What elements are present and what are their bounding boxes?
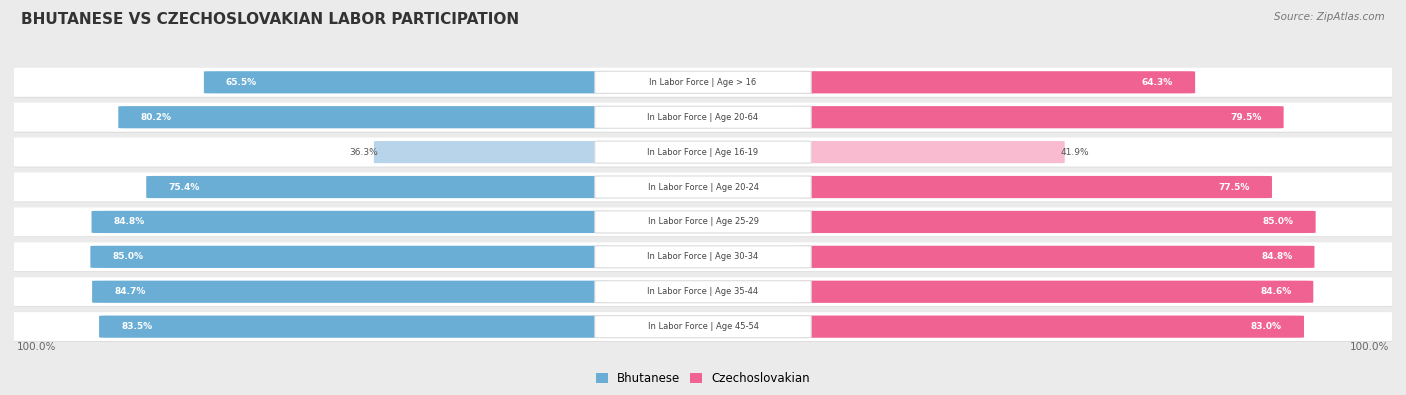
FancyBboxPatch shape — [8, 103, 1403, 132]
Text: In Labor Force | Age > 16: In Labor Force | Age > 16 — [650, 78, 756, 87]
FancyBboxPatch shape — [799, 106, 1284, 128]
FancyBboxPatch shape — [6, 137, 1400, 167]
Text: 64.3%: 64.3% — [1142, 78, 1173, 87]
Text: 85.0%: 85.0% — [1263, 217, 1294, 226]
FancyBboxPatch shape — [6, 103, 1400, 132]
Text: 41.9%: 41.9% — [1060, 148, 1090, 157]
Text: 80.2%: 80.2% — [141, 113, 172, 122]
FancyBboxPatch shape — [6, 68, 1400, 97]
FancyBboxPatch shape — [799, 246, 1315, 268]
FancyBboxPatch shape — [98, 316, 607, 338]
FancyBboxPatch shape — [595, 246, 811, 268]
FancyBboxPatch shape — [6, 242, 1400, 271]
Text: 85.0%: 85.0% — [112, 252, 143, 261]
FancyBboxPatch shape — [595, 176, 811, 198]
Text: Source: ZipAtlas.com: Source: ZipAtlas.com — [1274, 12, 1385, 22]
Text: 79.5%: 79.5% — [1230, 113, 1261, 122]
FancyBboxPatch shape — [93, 281, 607, 303]
Text: 100.0%: 100.0% — [1350, 342, 1389, 352]
FancyBboxPatch shape — [8, 208, 1403, 237]
FancyBboxPatch shape — [204, 71, 607, 93]
FancyBboxPatch shape — [799, 141, 1064, 163]
FancyBboxPatch shape — [8, 138, 1403, 167]
Text: 84.8%: 84.8% — [114, 217, 145, 226]
FancyBboxPatch shape — [8, 243, 1403, 272]
Text: In Labor Force | Age 25-29: In Labor Force | Age 25-29 — [648, 217, 758, 226]
FancyBboxPatch shape — [6, 277, 1400, 307]
Legend: Bhutanese, Czechoslovakian: Bhutanese, Czechoslovakian — [592, 367, 814, 390]
FancyBboxPatch shape — [374, 141, 607, 163]
Text: 75.4%: 75.4% — [169, 182, 200, 192]
FancyBboxPatch shape — [595, 211, 811, 233]
FancyBboxPatch shape — [6, 312, 1400, 341]
FancyBboxPatch shape — [90, 246, 607, 268]
FancyBboxPatch shape — [799, 316, 1303, 338]
FancyBboxPatch shape — [118, 106, 607, 128]
FancyBboxPatch shape — [799, 176, 1272, 198]
FancyBboxPatch shape — [799, 71, 1195, 93]
Text: 84.7%: 84.7% — [114, 287, 146, 296]
Text: In Labor Force | Age 20-24: In Labor Force | Age 20-24 — [648, 182, 758, 192]
Text: 65.5%: 65.5% — [226, 78, 257, 87]
FancyBboxPatch shape — [799, 281, 1313, 303]
FancyBboxPatch shape — [8, 312, 1403, 342]
FancyBboxPatch shape — [8, 278, 1403, 307]
Text: In Labor Force | Age 45-54: In Labor Force | Age 45-54 — [648, 322, 758, 331]
FancyBboxPatch shape — [595, 141, 811, 163]
FancyBboxPatch shape — [8, 68, 1403, 98]
FancyBboxPatch shape — [146, 176, 607, 198]
Text: In Labor Force | Age 20-64: In Labor Force | Age 20-64 — [647, 113, 759, 122]
FancyBboxPatch shape — [91, 211, 607, 233]
Text: 83.0%: 83.0% — [1251, 322, 1282, 331]
Text: 84.6%: 84.6% — [1260, 287, 1291, 296]
Text: In Labor Force | Age 35-44: In Labor Force | Age 35-44 — [647, 287, 759, 296]
FancyBboxPatch shape — [799, 211, 1316, 233]
FancyBboxPatch shape — [6, 173, 1400, 201]
Text: BHUTANESE VS CZECHOSLOVAKIAN LABOR PARTICIPATION: BHUTANESE VS CZECHOSLOVAKIAN LABOR PARTI… — [21, 12, 519, 27]
Text: 36.3%: 36.3% — [349, 148, 378, 157]
Text: In Labor Force | Age 16-19: In Labor Force | Age 16-19 — [647, 148, 759, 157]
FancyBboxPatch shape — [595, 316, 811, 338]
Text: 77.5%: 77.5% — [1219, 182, 1250, 192]
Text: 84.8%: 84.8% — [1261, 252, 1292, 261]
Text: 83.5%: 83.5% — [121, 322, 152, 331]
FancyBboxPatch shape — [8, 173, 1403, 202]
FancyBboxPatch shape — [595, 71, 811, 93]
FancyBboxPatch shape — [6, 207, 1400, 237]
FancyBboxPatch shape — [595, 106, 811, 128]
Text: 100.0%: 100.0% — [17, 342, 56, 352]
Text: In Labor Force | Age 30-34: In Labor Force | Age 30-34 — [647, 252, 759, 261]
FancyBboxPatch shape — [595, 281, 811, 303]
